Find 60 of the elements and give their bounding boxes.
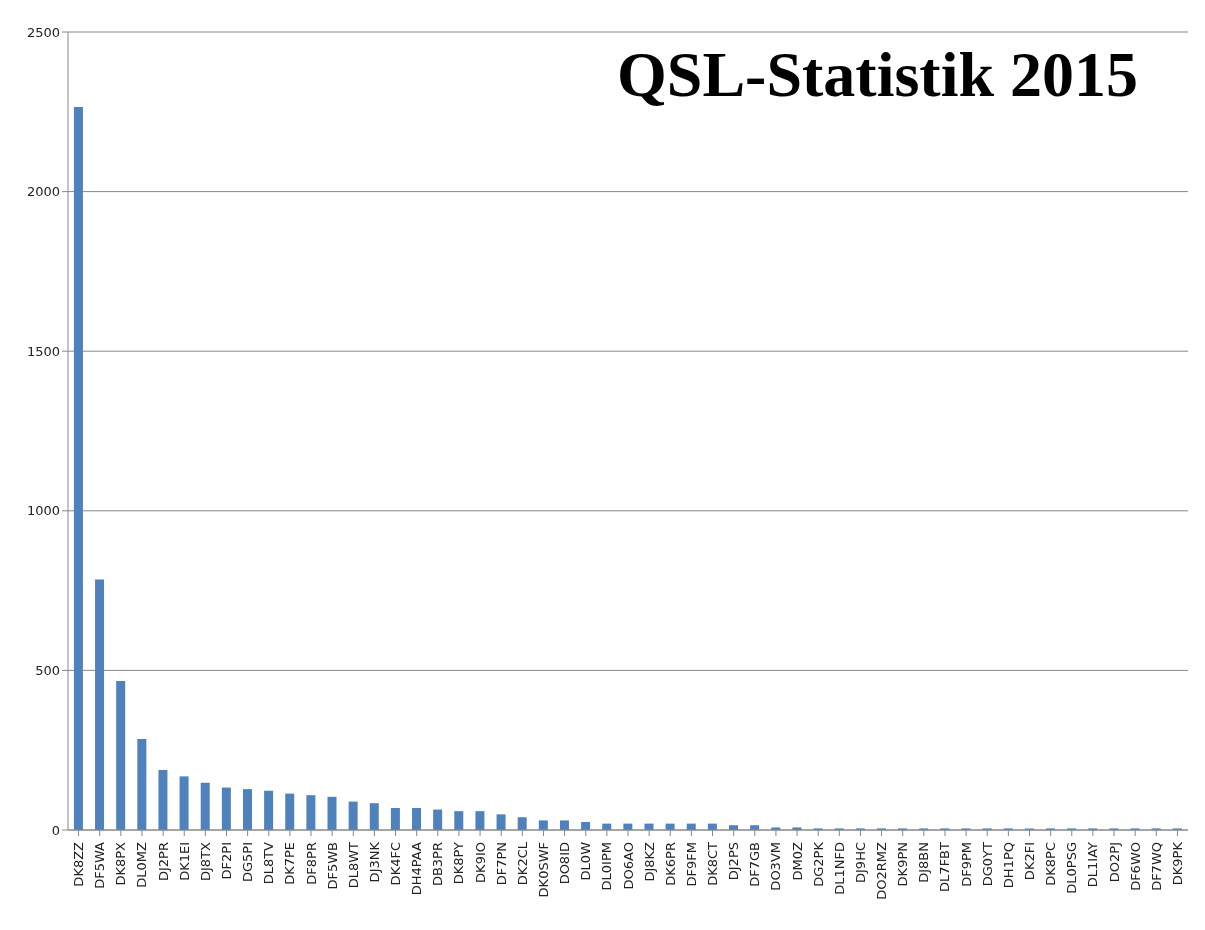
x-tick-label: DK8PC xyxy=(1043,842,1059,886)
x-tick-label: DL7FBT xyxy=(937,841,953,892)
x-tick-label: DK0SWF xyxy=(535,842,551,898)
x-tick-label: DF7WQ xyxy=(1148,842,1164,891)
x-tick-label: DK2CL xyxy=(514,841,530,886)
x-tick-label: DL8TV xyxy=(261,841,277,885)
y-tick-label: 2500 xyxy=(26,24,60,40)
x-tick-label: DK1EI xyxy=(176,842,192,881)
x-tick-label: DO2RMZ xyxy=(874,841,890,900)
x-tick-label: DF7GB xyxy=(747,842,763,887)
x-tick-label: DJ3NK xyxy=(366,841,382,883)
x-tick-label: DJ9HC xyxy=(852,842,868,883)
x-tick-label: DK7PE xyxy=(282,842,298,885)
x-tick-label: DK8CT xyxy=(705,841,721,886)
x-tick-label: DL0IPM xyxy=(599,842,615,891)
chart-title: QSL-Statistik 2015 xyxy=(617,38,1138,112)
x-tick-label: DK8PX xyxy=(113,841,129,886)
x-tick-label: DF8PR xyxy=(303,842,319,885)
x-tick-label: DJ8TX xyxy=(197,841,213,881)
x-tick-label: DF5WB xyxy=(324,842,340,890)
x-tick-label: DJ8KZ xyxy=(641,841,657,882)
x-tick-label: DF7PN xyxy=(493,842,509,886)
x-tick-label: DL1NFD xyxy=(831,842,847,895)
x-tick-label: DK2FI xyxy=(1022,842,1038,881)
y-tick-label: 2000 xyxy=(26,184,60,200)
x-tick-label: DF2PI xyxy=(218,842,234,880)
x-tick-label: DG5PI xyxy=(240,842,256,883)
x-tick-label: DM0Z xyxy=(789,841,805,881)
x-tick-label: DF9PM xyxy=(958,842,974,887)
x-tick-label: DK6PR xyxy=(662,842,678,886)
x-tick-label: DB3PR xyxy=(430,842,446,887)
x-tick-label: DF6WO xyxy=(1127,842,1143,891)
x-tick-label: DL0MZ xyxy=(134,841,150,888)
x-tick-label: DO3VM xyxy=(768,842,784,891)
y-tick-label: 0 xyxy=(51,822,60,838)
x-tick-label: DO8ID xyxy=(557,842,573,885)
x-tick-label: DK9IO xyxy=(472,842,488,883)
x-tick-label: DO6AO xyxy=(620,842,636,890)
x-tick-label: DK8ZZ xyxy=(71,841,87,887)
y-tick-label: 1000 xyxy=(26,503,60,519)
x-tick-label: DJ2PR xyxy=(155,842,171,881)
x-tick-label: DF9FM xyxy=(683,842,699,887)
x-tick-label: DL0PSG xyxy=(1064,842,1080,894)
x-tick-label: DK9PK xyxy=(1169,841,1185,886)
x-tick-label: DL1IAY xyxy=(1085,841,1101,888)
x-tick-label: DO2PJ xyxy=(1106,842,1122,883)
y-tick-label: 500 xyxy=(35,663,60,679)
x-tick-label: DL8WT xyxy=(345,841,361,889)
x-tick-label: DK8PY xyxy=(451,841,467,885)
x-tick-label: DH1PQ xyxy=(1000,842,1016,889)
x-tick-label: DG0YT xyxy=(979,841,995,887)
x-tick-label: DK4FC xyxy=(388,842,404,886)
y-tick-label: 1500 xyxy=(26,343,60,359)
x-tick-label: DK9PN xyxy=(895,842,911,887)
x-tick-label: DJ2PS xyxy=(726,842,742,881)
x-tick-label: DJ8BN xyxy=(916,842,932,883)
x-tick-label: DH4PAA xyxy=(409,841,425,896)
x-tick-label: DF5WA xyxy=(92,841,108,889)
x-tick-label: DG2PK xyxy=(810,841,826,887)
x-tick-label: DL0W xyxy=(578,841,594,881)
